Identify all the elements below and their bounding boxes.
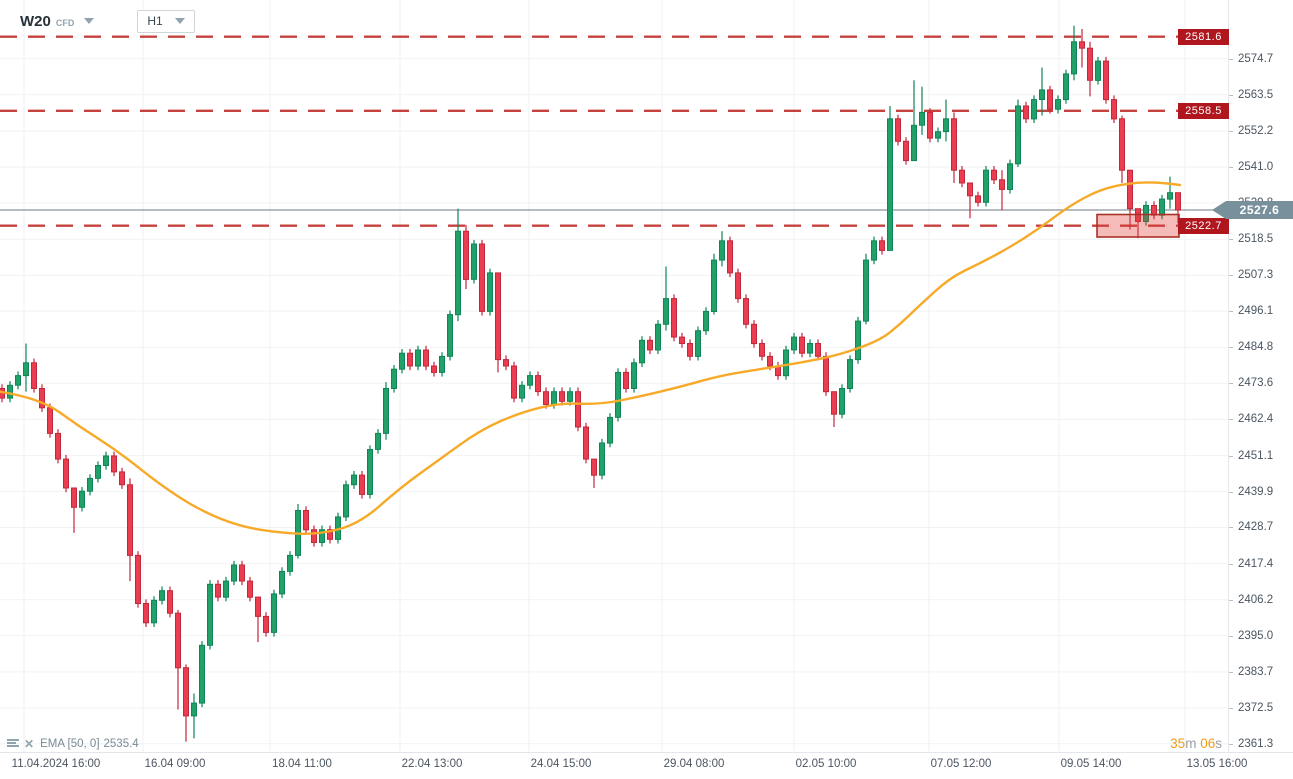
- price-tick-mark: [1229, 708, 1233, 709]
- current-price-tag: 2527.6: [1212, 201, 1293, 219]
- time-tick-label: 29.04 08:00: [663, 758, 725, 770]
- price-tick-label: 2383.7: [1238, 666, 1274, 678]
- price-tick-label: 2406.2: [1238, 594, 1274, 606]
- price-tick-label: 2372.5: [1238, 702, 1274, 714]
- symbol-dropdown-caret-icon: [84, 18, 95, 24]
- price-tick-label: 2552.2: [1238, 125, 1274, 137]
- price-tick-label: 2361.3: [1238, 738, 1274, 750]
- time-tick-label: 07.05 12:00: [930, 758, 992, 770]
- price-tick-mark: [1229, 275, 1233, 276]
- price-tick-label: 2473.6: [1238, 377, 1274, 389]
- price-tick-label: 2451.1: [1238, 450, 1274, 462]
- price-tick-mark: [1229, 59, 1233, 60]
- price-tick-label: 2484.8: [1238, 341, 1274, 353]
- indicator-settings-icon[interactable]: [7, 739, 19, 749]
- ema-line: [0, 181, 1182, 535]
- price-tick-mark: [1229, 311, 1233, 312]
- current-price-arrow-icon: [1212, 201, 1226, 219]
- price-tick-mark: [1229, 527, 1233, 528]
- timeframe-selector[interactable]: H1: [137, 9, 195, 33]
- price-tick-mark: [1229, 419, 1233, 420]
- time-tick-label: 24.04 15:00: [530, 758, 592, 770]
- price-tick-label: 2462.4: [1238, 413, 1274, 425]
- symbol-selector[interactable]: W20 CFD: [20, 12, 95, 30]
- instrument-type-label: CFD: [55, 17, 75, 28]
- price-tick-mark: [1229, 95, 1233, 96]
- indicator-label: EMA [50, 0] 2535.4: [40, 738, 139, 750]
- price-tick-label: 2439.9: [1238, 486, 1274, 498]
- candle-countdown: 35m 06s: [1170, 736, 1222, 751]
- price-tick-mark: [1229, 672, 1233, 673]
- chart-toolbar: W20 CFD H1: [20, 9, 195, 33]
- price-tick-label: 2541.0: [1238, 161, 1274, 173]
- price-tick-mark: [1229, 564, 1233, 565]
- price-tick-label: 2496.1: [1238, 305, 1274, 317]
- time-tick-label: 02.05 10:00: [795, 758, 857, 770]
- price-tick-mark: [1229, 600, 1233, 601]
- timeframe-label: H1: [147, 14, 163, 28]
- price-tick-mark: [1229, 131, 1233, 132]
- time-tick-label: 18.04 11:00: [272, 758, 332, 770]
- time-tick-label: 11.04.2024 16:00: [11, 758, 101, 770]
- price-tick-mark: [1229, 636, 1233, 637]
- price-tick-mark: [1229, 347, 1233, 348]
- price-tick-label: 2417.4: [1238, 558, 1274, 570]
- price-tick-mark: [1229, 744, 1233, 745]
- price-tick-label: 2395.0: [1238, 630, 1274, 642]
- candlestick-chart-canvas[interactable]: [0, 0, 1228, 752]
- indicator-value: 2535.4: [103, 738, 139, 750]
- price-axis[interactable]: 2574.72563.52552.22541.02529.82518.52507…: [1228, 0, 1293, 752]
- price-tick-mark: [1229, 456, 1233, 457]
- price-tick-mark: [1229, 167, 1233, 168]
- level-price-tag: 2558.5: [1178, 103, 1229, 119]
- time-tick-label: 16.04 09:00: [144, 758, 206, 770]
- symbol-label: W20: [20, 12, 51, 30]
- price-tick-mark: [1229, 383, 1233, 384]
- indicator-remove-icon[interactable]: ✕: [24, 737, 35, 751]
- price-tick-mark: [1229, 239, 1233, 240]
- price-tick-label: 2563.5: [1238, 89, 1274, 101]
- price-tick-mark: [1229, 492, 1233, 493]
- level-price-tag: 2581.6: [1178, 29, 1229, 45]
- indicator-legend: ✕ EMA [50, 0] 2535.4: [7, 737, 139, 751]
- price-tick-label: 2574.7: [1238, 53, 1274, 65]
- time-tick-label: 13.05 16:00: [1186, 758, 1248, 770]
- timeframe-dropdown-caret-icon: [174, 18, 185, 24]
- countdown-minutes: 35: [1170, 736, 1186, 751]
- price-tick-label: 2518.5: [1238, 233, 1274, 245]
- time-axis[interactable]: 11.04.2024 16:00 16.04 09:00 18.04 11:00 22…: [0, 752, 1293, 779]
- countdown-seconds: 06: [1200, 736, 1216, 751]
- price-tick-label: 2507.3: [1238, 269, 1274, 281]
- time-tick-label: 09.05 14:00: [1060, 758, 1122, 770]
- level-price-tag: 2522.7: [1178, 218, 1229, 234]
- price-tick-label: 2428.7: [1238, 521, 1274, 533]
- time-tick-label: 22.04 13:00: [401, 758, 463, 770]
